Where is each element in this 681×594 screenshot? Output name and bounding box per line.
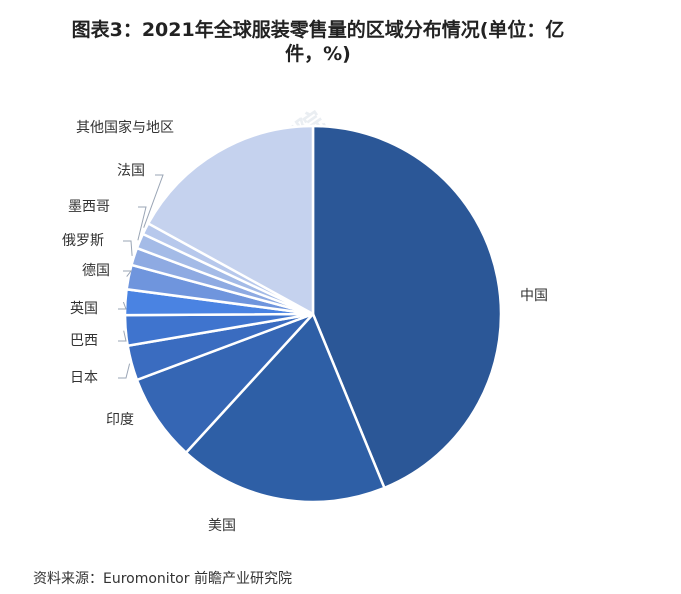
leader-line-8 (137, 206, 147, 241)
slice-label-0: 中国 (520, 288, 548, 304)
chart-title: 图表3：2021年全球服装零售量的区域分布情况(单位：亿件，%) (71, 19, 565, 65)
pie-slice-10 (146, 124, 315, 317)
slice-label-6: 德国 (82, 263, 110, 279)
slice-label-3: 日本 (70, 370, 98, 386)
slice-label-9: 法国 (117, 163, 145, 179)
leader-line-4 (118, 330, 127, 342)
source-note: 资料来源：Euromonitor 前瞻产业研究院 (33, 571, 292, 587)
slice-label-1: 美国 (208, 518, 236, 534)
leader-line-5 (118, 301, 127, 310)
leader-lines (118, 174, 164, 379)
slice-label-2: 印度 (106, 412, 134, 428)
slice-label-4: 巴西 (70, 333, 98, 349)
leader-line-3 (118, 363, 131, 379)
leader-line-6 (123, 270, 133, 277)
leader-line-9 (143, 174, 164, 228)
slice-label-8: 墨西哥 (68, 199, 110, 215)
slice-label-7: 俄罗斯 (62, 233, 104, 249)
leader-line-7 (123, 240, 133, 256)
pie-slice-1 (184, 311, 387, 504)
slice-label-10: 其他国家与地区 (76, 119, 174, 136)
slice-label-5: 英国 (70, 300, 98, 317)
pie-slice-0 (311, 124, 503, 490)
pie-slices (123, 124, 503, 504)
